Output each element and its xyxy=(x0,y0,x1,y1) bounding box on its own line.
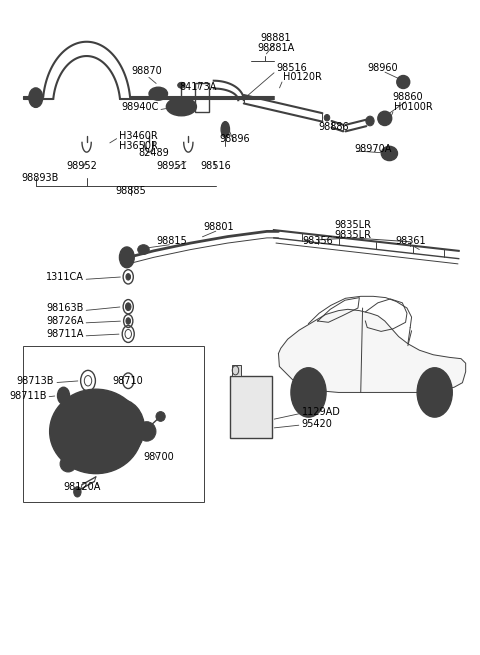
Circle shape xyxy=(291,367,326,417)
Circle shape xyxy=(126,274,131,280)
Text: 98896: 98896 xyxy=(219,134,250,144)
Circle shape xyxy=(29,88,43,107)
Text: 98885: 98885 xyxy=(115,186,146,196)
Text: 98726A: 98726A xyxy=(46,316,84,326)
Bar xyxy=(195,83,209,112)
Text: H0100R: H0100R xyxy=(394,102,433,112)
Text: 98700: 98700 xyxy=(143,453,174,462)
Ellipse shape xyxy=(381,146,397,160)
Text: 98951: 98951 xyxy=(157,161,188,172)
Text: 98952: 98952 xyxy=(67,161,97,172)
Text: 98516: 98516 xyxy=(201,161,231,172)
Text: 9835LR: 9835LR xyxy=(334,220,371,230)
Ellipse shape xyxy=(137,422,156,441)
Text: 98870: 98870 xyxy=(132,66,162,76)
Ellipse shape xyxy=(149,87,168,100)
Circle shape xyxy=(61,392,66,400)
Text: 98940C: 98940C xyxy=(121,102,158,112)
Text: 98960: 98960 xyxy=(367,63,398,73)
Text: 98713B: 98713B xyxy=(17,376,54,386)
Text: 95420: 95420 xyxy=(301,419,333,428)
Text: 98356: 98356 xyxy=(302,236,333,246)
Text: 98970A: 98970A xyxy=(355,144,392,154)
Circle shape xyxy=(417,367,452,417)
Text: 98893B: 98893B xyxy=(22,173,59,183)
Text: 84173A: 84173A xyxy=(179,83,216,92)
Circle shape xyxy=(305,387,312,398)
Bar xyxy=(230,376,272,438)
Text: 98801: 98801 xyxy=(203,222,234,232)
Text: 1129AD: 1129AD xyxy=(301,407,340,417)
Circle shape xyxy=(120,247,134,268)
Bar xyxy=(232,365,241,376)
Ellipse shape xyxy=(49,389,142,474)
Text: 82489: 82489 xyxy=(138,149,169,159)
Ellipse shape xyxy=(378,111,392,126)
Ellipse shape xyxy=(167,98,196,116)
Bar xyxy=(24,346,204,502)
Ellipse shape xyxy=(397,75,410,88)
Text: 98120A: 98120A xyxy=(63,481,100,492)
Ellipse shape xyxy=(324,115,330,121)
Text: 98711A: 98711A xyxy=(46,329,84,339)
Text: 98881A: 98881A xyxy=(258,43,295,53)
Circle shape xyxy=(431,387,438,398)
Circle shape xyxy=(125,303,131,310)
Ellipse shape xyxy=(62,445,74,457)
Ellipse shape xyxy=(94,399,144,457)
Ellipse shape xyxy=(178,83,185,88)
Text: 98361: 98361 xyxy=(395,236,425,246)
Text: 98516: 98516 xyxy=(276,63,307,73)
Text: H3460R: H3460R xyxy=(119,131,158,141)
Circle shape xyxy=(299,379,318,405)
Circle shape xyxy=(126,318,131,324)
Text: 98860: 98860 xyxy=(393,92,423,102)
Ellipse shape xyxy=(221,122,229,137)
Text: H3650R: H3650R xyxy=(119,141,158,151)
Ellipse shape xyxy=(138,245,149,254)
Text: 1311CA: 1311CA xyxy=(46,272,84,282)
Circle shape xyxy=(74,487,81,497)
Text: 98710: 98710 xyxy=(113,376,144,386)
Circle shape xyxy=(58,387,70,404)
Polygon shape xyxy=(278,309,466,392)
Text: 98886: 98886 xyxy=(319,122,349,132)
Text: 98881: 98881 xyxy=(261,33,291,43)
Ellipse shape xyxy=(156,411,165,421)
Text: 98163B: 98163B xyxy=(46,303,84,313)
Ellipse shape xyxy=(366,116,374,126)
Circle shape xyxy=(425,379,444,405)
Text: H0120R: H0120R xyxy=(283,73,322,83)
Text: 98711B: 98711B xyxy=(9,390,47,401)
Ellipse shape xyxy=(77,405,114,451)
Ellipse shape xyxy=(60,456,76,472)
Text: 98815: 98815 xyxy=(157,236,188,246)
Text: 9835LR: 9835LR xyxy=(334,230,371,240)
